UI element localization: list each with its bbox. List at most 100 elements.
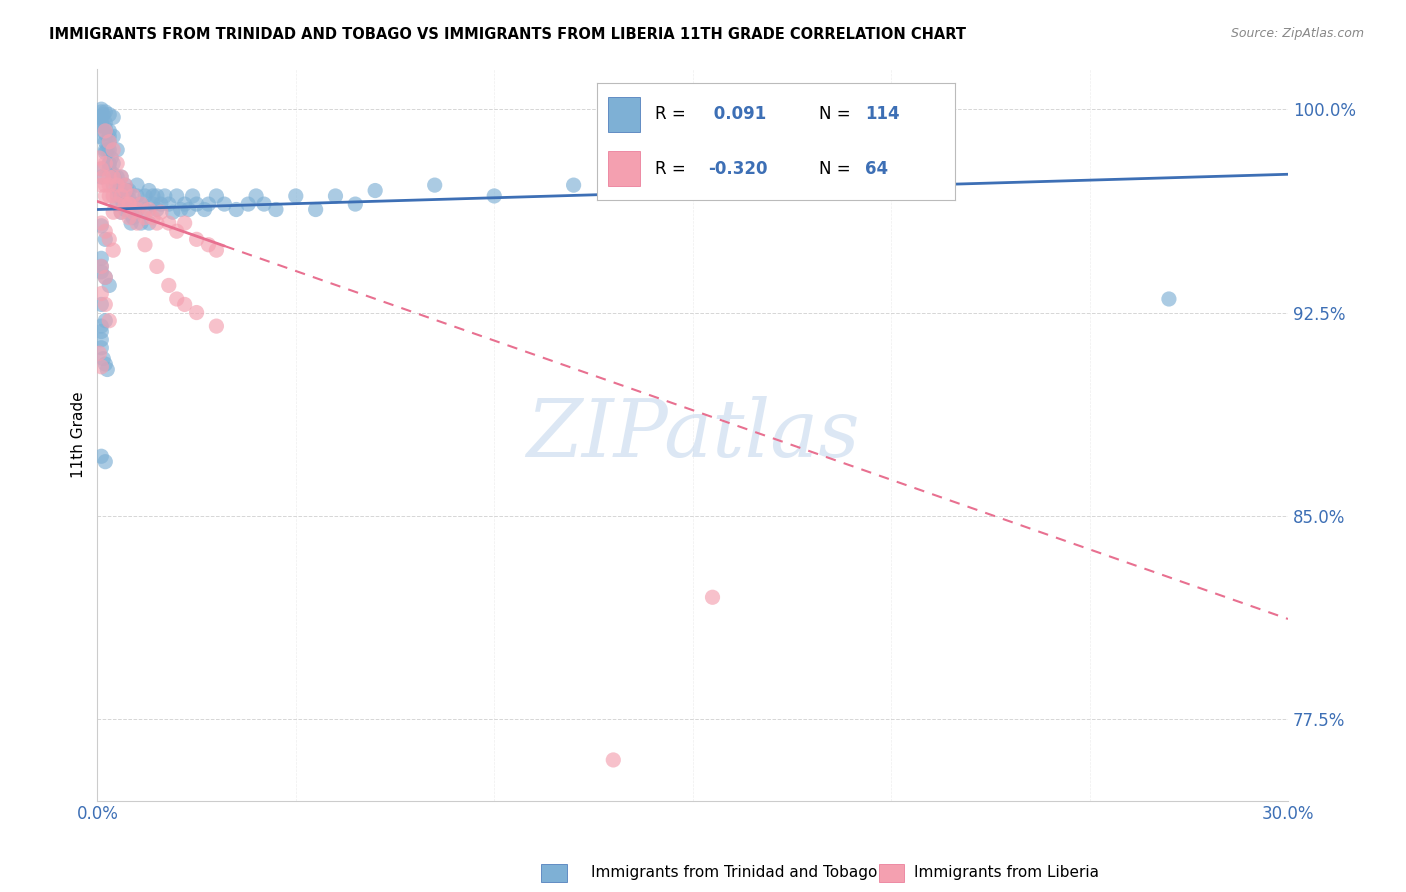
Point (94, 455, 117, 469)
Point (91, 351, 114, 366)
Point (96, 362, 118, 376)
Point (94, 143, 117, 157)
Point (94, 357, 117, 371)
Point (98, 314, 121, 328)
Point (562, 178, 585, 193)
Point (134, 211, 156, 225)
Point (90, 260, 112, 274)
Point (90, 450, 112, 464)
Point (124, 205, 146, 219)
Point (118, 192, 141, 206)
Point (90, 297, 112, 311)
Point (122, 197, 145, 211)
Point (94, 127, 117, 141)
Point (94, 314, 117, 328)
Point (90, 116, 112, 130)
Point (253, 197, 276, 211)
Point (125, 202, 148, 217)
Point (142, 197, 165, 211)
Point (98, 124, 121, 138)
Point (98, 278, 121, 293)
Point (129, 197, 152, 211)
Point (364, 184, 387, 198)
Point (129, 216, 152, 230)
Point (94, 232, 117, 246)
Point (186, 232, 208, 246)
Point (110, 205, 132, 219)
Point (177, 202, 200, 217)
Text: ZIPatlas: ZIPatlas (526, 396, 859, 474)
Point (142, 211, 165, 225)
Point (94, 135, 117, 149)
Point (197, 237, 219, 252)
Point (149, 205, 172, 219)
Point (98, 161, 121, 176)
Point (602, 753, 624, 767)
Point (197, 197, 219, 211)
Point (129, 197, 152, 211)
Point (105, 189, 128, 203)
Point (138, 184, 160, 198)
Point (173, 197, 195, 211)
Point (89, 111, 111, 125)
Point (186, 197, 208, 211)
Point (98, 143, 121, 157)
Point (103, 167, 125, 181)
Point (90, 286, 112, 301)
Point (90, 119, 112, 133)
Point (98, 178, 121, 193)
Point (103, 189, 125, 203)
Point (114, 178, 136, 193)
Point (146, 260, 169, 274)
Point (90, 161, 112, 176)
Text: Immigrants from Trinidad and Tobago: Immigrants from Trinidad and Tobago (591, 865, 877, 880)
Point (90, 325, 112, 339)
Point (89, 129, 111, 144)
Point (90, 359, 112, 374)
Point (94, 156, 117, 170)
Point (110, 189, 132, 203)
Point (91, 107, 114, 121)
Point (146, 216, 169, 230)
Point (205, 189, 228, 203)
Point (98, 129, 121, 144)
Point (134, 189, 156, 203)
Point (94, 297, 117, 311)
Point (94, 189, 117, 203)
Point (90, 178, 112, 193)
Point (1157, 292, 1180, 306)
Point (162, 205, 184, 219)
Point (98, 135, 121, 149)
Point (90, 161, 112, 176)
Point (90, 341, 112, 355)
Point (89, 151, 111, 165)
Point (100, 151, 122, 165)
Point (205, 319, 228, 334)
Point (245, 189, 267, 203)
Point (214, 197, 236, 211)
Point (114, 178, 136, 193)
Point (91, 169, 114, 184)
Point (325, 189, 347, 203)
Point (103, 178, 125, 193)
Point (125, 216, 148, 230)
Point (118, 197, 141, 211)
Point (134, 202, 156, 217)
Point (120, 216, 142, 230)
Point (193, 202, 215, 217)
Point (264, 202, 287, 217)
Point (114, 189, 136, 203)
Y-axis label: 11th Grade: 11th Grade (72, 392, 86, 478)
Point (166, 189, 188, 203)
Point (103, 169, 125, 184)
Point (98, 232, 121, 246)
Point (114, 197, 136, 211)
Point (122, 211, 145, 225)
Point (94, 104, 117, 119)
Point (110, 189, 132, 203)
Point (103, 129, 125, 144)
Point (146, 189, 169, 203)
Point (103, 205, 125, 219)
Point (138, 216, 160, 230)
Point (105, 143, 128, 157)
